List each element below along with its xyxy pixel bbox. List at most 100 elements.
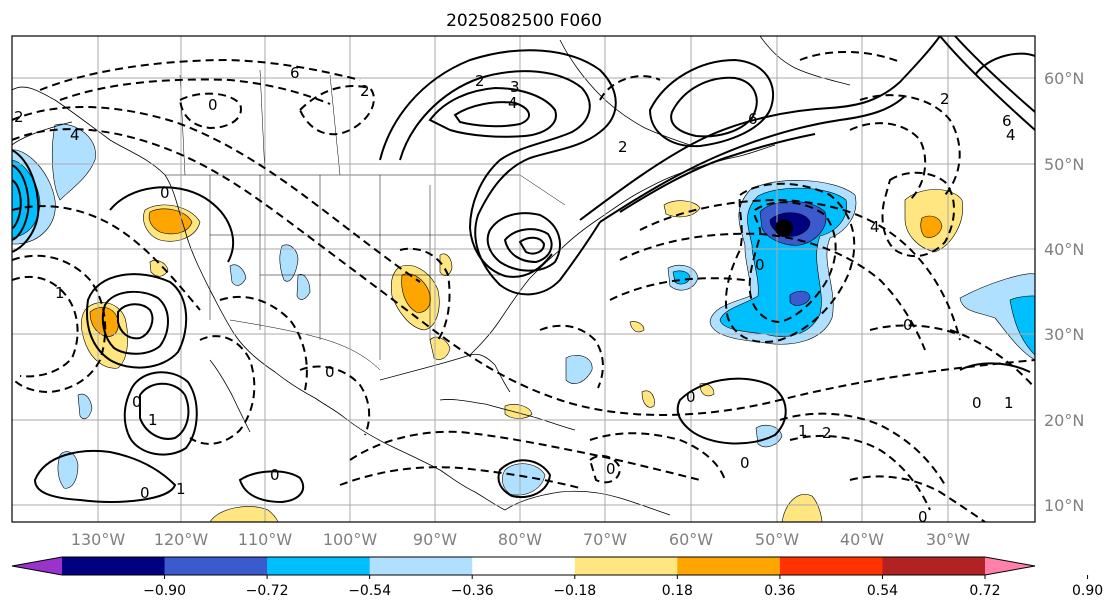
solid-contour-9 [599, 95, 906, 223]
colorbar-tick-label: −0.54 [348, 583, 391, 599]
solid-contour-12 [670, 76, 758, 138]
solid-contour-1 [379, 49, 617, 296]
lat-label: 50°N [1044, 155, 1084, 174]
dashed-contour-11 [349, 430, 701, 481]
colorbar-extend-low [12, 557, 62, 575]
contour-label: 0 [740, 454, 750, 472]
lat-label: 20°N [1044, 411, 1084, 430]
contour-label: 1 [148, 411, 158, 429]
solid-contour-29 [497, 459, 552, 498]
negative-anomaly-rockies [279, 244, 299, 282]
solid-contour-4 [453, 101, 530, 128]
colorbar-segment [472, 557, 576, 575]
dashed-contour-24 [789, 434, 931, 511]
negative-anomaly-south-lobe [789, 290, 811, 306]
contour-label: 0 [208, 96, 218, 114]
lon-label: 100°W [323, 530, 378, 549]
negative-anomaly-mid-south [755, 424, 783, 448]
dashed-contours [12, 50, 1035, 522]
solid-contour-5 [486, 212, 561, 272]
positive-anomaly-midwest [439, 253, 453, 276]
contour-label: 6 [748, 110, 758, 128]
solid-contour-27 [676, 377, 787, 445]
coastline-west [12, 86, 346, 419]
colorbar-segment [779, 557, 883, 575]
colorbar-tick-label: −0.18 [553, 583, 596, 599]
dashed-contour-23 [779, 412, 946, 486]
dashed-contour-29 [539, 324, 604, 389]
colorbar-outline [11, 556, 1036, 576]
solid-contour-6 [503, 228, 553, 264]
solid-contour-2 [399, 70, 591, 278]
center-marker-dot [775, 219, 793, 237]
negative-anomaly-west-small [77, 393, 93, 420]
negative-anomaly-east [959, 273, 1035, 361]
negative-anomaly-gulf-of-alaska [51, 123, 96, 201]
contour-label: 0 [903, 316, 913, 334]
coastline-hudson [559, 39, 691, 146]
dashed-contour-7 [12, 254, 107, 394]
colorbar-segment [369, 557, 473, 575]
colorbar-extend-high [985, 557, 1035, 575]
contour-label: 0 [972, 394, 982, 412]
solid-contour-18 [12, 179, 22, 229]
contour-label: 0 [270, 466, 280, 484]
coastline-central-america [344, 417, 506, 511]
dashed-contour-32 [599, 75, 661, 101]
contour-label: 0 [606, 460, 616, 478]
lat-label: 10°N [1044, 496, 1084, 515]
solid-contour-23 [139, 382, 190, 440]
map-area: 6 3 4 2 6 2 4 0 0 2 2 1 4 0 1 0 0 0 0 0 … [12, 36, 1035, 522]
contour-label: 2 [618, 138, 628, 156]
solid-contour-21 [101, 290, 169, 355]
positive-anomaly-southwest [209, 506, 279, 522]
lon-label: 130°W [71, 530, 126, 549]
longitude-labels: 130°W 120°W 110°W 100°W 90°W 80°W 70°W 6… [71, 530, 970, 549]
coastline-cuba [439, 399, 576, 431]
contour-label: 1 [1004, 394, 1014, 412]
colorbar-segment [62, 557, 166, 575]
solid-contour-11 [648, 58, 775, 148]
colorbar-segment [882, 557, 986, 575]
negative-anomaly-east-core [1009, 295, 1035, 356]
latitude-labels: 60°N 50°N 40°N 30°N 20°N 10°N [1044, 69, 1084, 515]
negative-anomaly-small-core [672, 270, 691, 285]
contour-label: 6 [290, 64, 300, 82]
province-line-2 [259, 69, 266, 176]
lat-label: 60°N [1044, 69, 1084, 88]
dashed-contour-16 [619, 232, 926, 351]
coastlines [12, 36, 851, 516]
positive-anomaly-tiny [629, 321, 645, 333]
solid-contour-8 [579, 36, 941, 221]
coastline-south-america [504, 490, 671, 516]
lon-label: 120°W [154, 530, 209, 549]
map-frame [11, 35, 1036, 523]
lon-label: 30°W [926, 530, 970, 549]
dashed-contour-6 [178, 92, 242, 130]
contour-label: 0 [132, 393, 142, 411]
solid-contour-22 [117, 303, 154, 340]
negative-anomaly-caribbean [501, 463, 546, 496]
solid-contour-26 [238, 470, 305, 504]
political-boundaries [165, 69, 566, 371]
contour-label: 2 [14, 108, 24, 126]
colorbar-tick-label: 0.90 [1072, 583, 1103, 599]
solid-contour-15 [974, 52, 1035, 76]
negative-anomaly-bahamas [565, 355, 593, 384]
colorbar-segment [164, 557, 268, 575]
dashed-contour-8 [12, 275, 79, 378]
contour-label: 4 [508, 94, 518, 112]
lon-label: 40°W [840, 530, 884, 549]
contour-label: 2 [940, 90, 950, 108]
dashed-contour-22 [881, 171, 955, 258]
dashed-contour-12 [339, 466, 581, 489]
solid-contour-25 [33, 449, 177, 503]
solid-contours [12, 36, 1035, 504]
dashed-contour-21 [849, 122, 927, 201]
lat-label: 30°N [1044, 325, 1084, 344]
positive-anomaly-small-atlantic [641, 390, 655, 408]
contour-label: 4 [870, 218, 880, 236]
solid-contour-20 [86, 273, 188, 369]
dashed-contour-4 [59, 78, 331, 105]
